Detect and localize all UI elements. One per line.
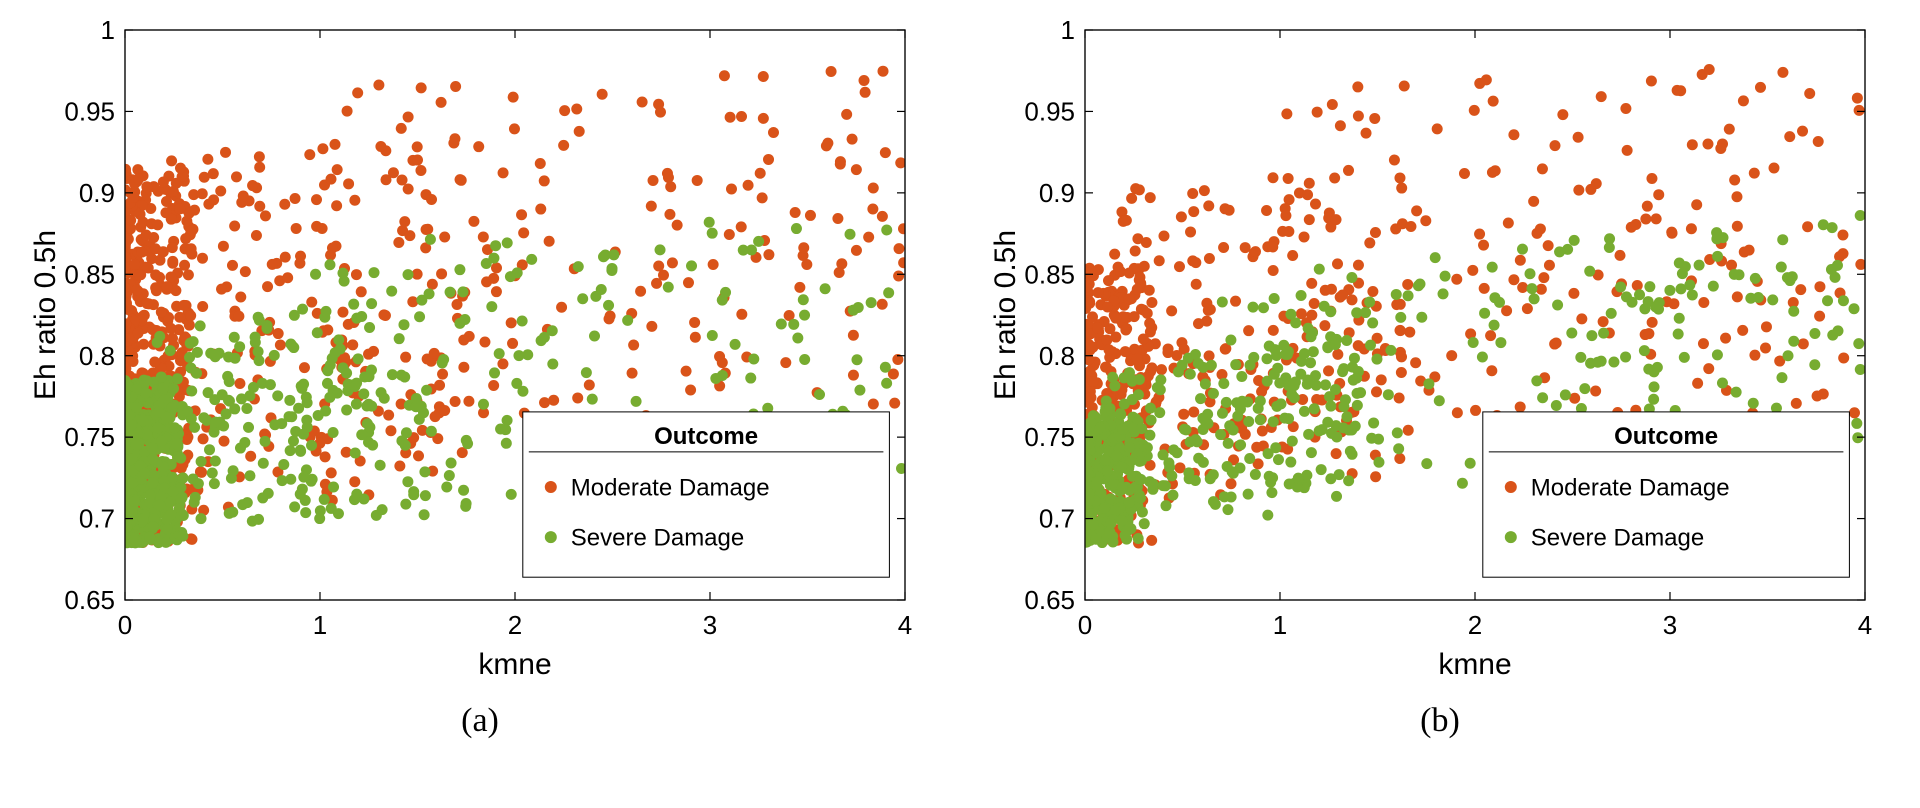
svg-text:Moderate Damage: Moderate Damage	[1531, 474, 1730, 501]
svg-text:Moderate Damage: Moderate Damage	[571, 474, 770, 501]
svg-text:2: 2	[508, 610, 522, 640]
svg-text:0.85: 0.85	[64, 259, 115, 289]
chart-b: 0 1 2 3 4 0.65 0.7 0.75 0.8 0.85 0.9 0.95 1 kmne Eh ra…	[990, 10, 1890, 690]
svg-text:0.95: 0.95	[64, 97, 115, 127]
svg-text:Eh ratio 0.5h: Eh ratio 0.5h	[990, 230, 1022, 400]
svg-text:1: 1	[313, 610, 327, 640]
svg-text:1: 1	[101, 15, 115, 45]
svg-text:0.65: 0.65	[64, 585, 115, 615]
svg-text:0.65: 0.65	[1024, 585, 1075, 615]
svg-text:0.85: 0.85	[1024, 259, 1075, 289]
svg-text:0.95: 0.95	[1024, 97, 1075, 127]
svg-text:0.9: 0.9	[1039, 178, 1075, 208]
svg-text:2: 2	[1468, 610, 1482, 640]
svg-text:0.7: 0.7	[79, 504, 115, 534]
chart-a: 0 1 2 3 4 0.65 0.7 0.75 0.8 0.85 0.9 0.95 1 kmne Eh ra…	[30, 10, 930, 690]
svg-text:4: 4	[1858, 610, 1872, 640]
caption-b: (b)	[1420, 702, 1460, 740]
svg-text:1: 1	[1273, 610, 1287, 640]
figure-container: 0 1 2 3 4 0.65 0.7 0.75 0.8 0.85 0.9 0.95 1 kmne Eh ra…	[0, 0, 1920, 808]
svg-text:Outcome: Outcome	[1614, 423, 1718, 450]
caption-a: (a)	[461, 702, 499, 740]
svg-text:0: 0	[1078, 610, 1092, 640]
svg-text:3: 3	[703, 610, 717, 640]
svg-text:0.8: 0.8	[79, 341, 115, 371]
svg-text:Severe Damage: Severe Damage	[1531, 524, 1704, 551]
svg-text:Severe Damage: Severe Damage	[571, 524, 744, 551]
svg-text:3: 3	[1663, 610, 1677, 640]
svg-text:Outcome: Outcome	[654, 423, 758, 450]
svg-text:kmne: kmne	[478, 648, 551, 681]
panel-b: 0 1 2 3 4 0.65 0.7 0.75 0.8 0.85 0.9 0.95 1 kmne Eh ra…	[990, 10, 1890, 740]
svg-text:Eh ratio 0.5h: Eh ratio 0.5h	[30, 230, 62, 400]
svg-text:0.75: 0.75	[64, 422, 115, 452]
svg-text:0.9: 0.9	[79, 178, 115, 208]
svg-text:kmne: kmne	[1438, 648, 1511, 681]
svg-text:4: 4	[898, 610, 912, 640]
panel-a: 0 1 2 3 4 0.65 0.7 0.75 0.8 0.85 0.9 0.95 1 kmne Eh ra…	[30, 10, 930, 740]
svg-text:0.75: 0.75	[1024, 422, 1075, 452]
svg-text:0: 0	[118, 610, 132, 640]
svg-text:0.8: 0.8	[1039, 341, 1075, 371]
svg-text:1: 1	[1061, 15, 1075, 45]
svg-text:0.7: 0.7	[1039, 504, 1075, 534]
